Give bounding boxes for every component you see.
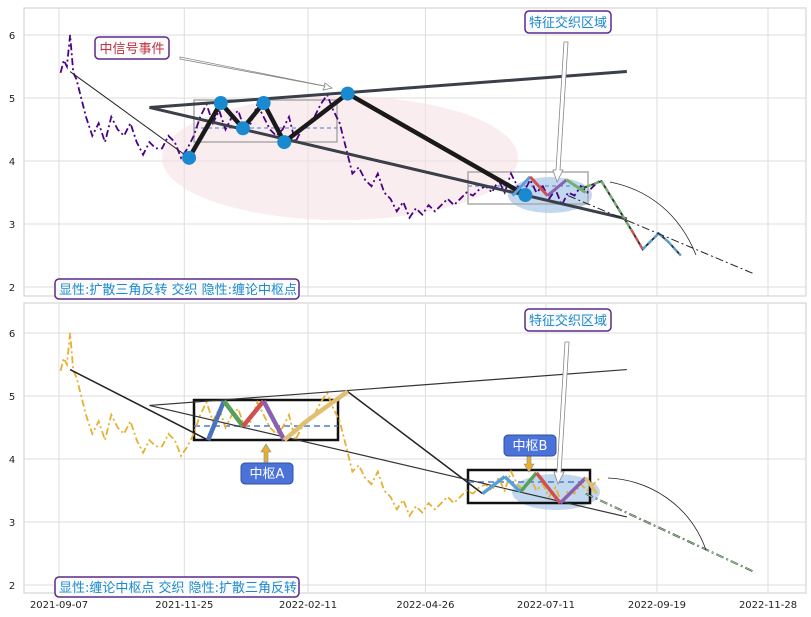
projection-line-2-inner — [585, 493, 756, 573]
bi-segment — [241, 399, 266, 428]
zhongshu-a-box — [192, 398, 340, 442]
ytick-label: 3 — [9, 220, 15, 231]
forecast-segment — [667, 240, 682, 257]
caption-panel-2-text: 显性:缠论中枢点 交织 隐性:扩散三角反转 — [59, 580, 297, 596]
xtick-label: 2021-09-07 — [30, 600, 88, 611]
bi-segment — [261, 399, 287, 442]
arrow-zhongshu-b — [523, 455, 535, 473]
xtick-label: 2022-04-26 — [396, 600, 454, 611]
annotation-zhongshu-b-text: 中枢B — [513, 439, 548, 454]
ytick-label: 6 — [9, 31, 15, 42]
price-series-line — [59, 332, 601, 518]
annotation-signal-event: 中信号事件 — [94, 36, 170, 60]
trend-line-right-2 — [347, 390, 483, 495]
caption-panel-2: 显性:缠论中枢点 交织 隐性:扩散三角反转 — [54, 576, 300, 598]
caption-panel-1-text: 显性:扩散三角反转 交织 隐性:缠论中枢点 — [59, 282, 297, 298]
xtick-label: 2022-09-19 — [628, 600, 686, 611]
panel-2-overlay-group — [69, 368, 756, 574]
panel-1-box-b — [467, 171, 589, 205]
pivot-point — [277, 135, 292, 150]
pivot-point — [518, 188, 533, 203]
panel-1-overlay-group — [69, 70, 756, 275]
forecast-segment — [600, 180, 633, 231]
annotation-signal-event-text: 中信号事件 — [99, 42, 164, 57]
zhongshu-b-segment — [535, 471, 562, 505]
ytick-label: 4 — [9, 455, 15, 466]
xtick-label: 2022-02-11 — [279, 600, 337, 611]
bi-segment — [305, 389, 349, 424]
pivot-point — [340, 86, 355, 101]
panel-2-ytick-group: 2 3 4 5 6 — [9, 329, 15, 592]
zigzag-segment — [546, 178, 568, 197]
pivot-point — [182, 150, 197, 165]
annotation-zhongshu-a-text: 中枢A — [250, 467, 285, 482]
panel-2-frame — [23, 302, 807, 594]
zigzag-segment — [511, 175, 532, 197]
forecast-segment — [578, 179, 602, 191]
ellipse-signal-zone — [162, 96, 518, 220]
channel-lower-line — [149, 105, 628, 221]
x-axis-tick-group: 2021-09-07 2021-11-25 2022-02-11 2022-04-26… — [30, 600, 797, 611]
xtick-label: 2021-11-25 — [155, 600, 213, 611]
zigzag-segment — [528, 175, 549, 197]
panel-2-grid — [24, 303, 806, 593]
pivot-point — [213, 96, 228, 111]
zhongshu-b-segment — [503, 475, 522, 494]
ytick-label: 2 — [9, 581, 15, 592]
ytick-label: 5 — [9, 94, 15, 105]
channel-lower-line-2 — [149, 404, 627, 518]
xtick-label: 2022-11-28 — [739, 600, 797, 611]
trend-line-left-2 — [69, 368, 209, 441]
zigzag-segment — [565, 178, 587, 194]
forecast-segment — [630, 229, 644, 250]
curve-arrow-1 — [609, 181, 697, 256]
ytick-label: 5 — [9, 392, 15, 403]
zhongshu-b-segment — [519, 471, 538, 493]
forecast-segment — [641, 232, 660, 251]
pivot-point — [256, 96, 271, 111]
caption-panel-1: 显性:扩散三角反转 交织 隐性:缠论中枢点 — [54, 278, 300, 300]
panel-1-ytick-group: 2 3 4 5 6 — [9, 31, 15, 294]
zhongshu-b-segment — [584, 476, 599, 495]
channel-upper-line-2 — [149, 368, 627, 407]
arrow-feature-region-1 — [552, 41, 569, 184]
zhongshu-b-segment — [481, 475, 506, 496]
ytick-label: 3 — [9, 518, 15, 529]
bi-segment — [206, 400, 227, 441]
zhongshu-b-segment — [558, 476, 587, 505]
panel-2-series-group — [59, 332, 601, 518]
annotation-zhongshu-b: 中枢B — [503, 434, 557, 457]
arrow-feature-region-2 — [553, 341, 570, 486]
annotation-feature-region-2-text: 特征交织区域 — [529, 313, 607, 329]
ytick-label: 4 — [9, 157, 15, 168]
annotation-feature-region-1: 特征交织区域 — [524, 10, 612, 34]
curve-arrow-2 — [607, 477, 707, 551]
ytick-label: 6 — [9, 329, 15, 340]
arrow-signal-event — [179, 56, 333, 91]
xtick-label: 2022-07-11 — [517, 600, 575, 611]
bi-segment — [282, 419, 308, 442]
annotation-feature-region-2: 特征交织区域 — [524, 308, 612, 332]
ytick-label: 2 — [9, 283, 15, 294]
annotation-zhongshu-a: 中枢A — [240, 462, 294, 485]
annotation-feature-region-1-text: 特征交织区域 — [529, 15, 607, 31]
pivot-point — [235, 121, 250, 136]
arrow-zhongshu-a — [260, 443, 272, 463]
trend-line-left — [69, 71, 190, 159]
projection-line — [567, 195, 756, 275]
channel-upper-line — [149, 70, 627, 109]
bi-segment — [222, 399, 245, 428]
